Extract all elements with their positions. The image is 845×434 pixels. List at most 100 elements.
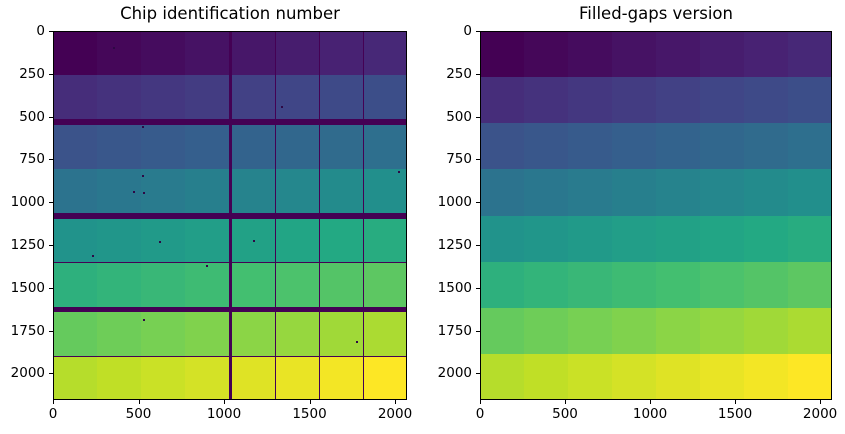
x-tick-label: 500 — [125, 406, 152, 422]
chip-cell — [744, 215, 789, 263]
x-tick-mark — [820, 400, 822, 404]
chip-cell — [480, 307, 525, 355]
chip-cell — [612, 353, 657, 400]
defect-pixel — [253, 239, 255, 242]
chip-cell — [363, 356, 407, 400]
chip-cell — [97, 312, 141, 357]
y-tick-mark — [476, 373, 480, 375]
defect-pixel — [91, 254, 94, 257]
y-tick-mark — [49, 287, 53, 289]
chip-cell — [231, 356, 276, 400]
chip-cell — [612, 215, 657, 263]
chip-cell — [231, 169, 276, 213]
chip-cell — [319, 356, 364, 400]
chip-cell — [97, 262, 141, 307]
chip-cell — [97, 356, 141, 400]
y-tick-mark — [49, 73, 53, 75]
left-plot-title: Chip identification number — [120, 4, 340, 23]
x-tick-mark — [138, 400, 140, 404]
chip-cell — [524, 353, 569, 400]
chip-cell — [788, 31, 832, 78]
chip-cell — [524, 215, 569, 263]
chip-cell — [53, 218, 97, 263]
x-tick-mark — [650, 400, 652, 404]
chip-cell — [656, 31, 701, 78]
y-tick-mark — [49, 31, 53, 32]
chip-cell — [185, 356, 229, 400]
x-tick-mark — [309, 400, 311, 404]
y-tick-label: 250 — [19, 65, 45, 82]
chip-cell — [700, 169, 745, 216]
right-plot: Filled-gaps version 0 500 1000 1500 2000 0 250… — [438, 4, 838, 422]
chip-cell — [744, 307, 789, 355]
defect-pixel — [142, 318, 145, 321]
defect-pixel — [280, 105, 283, 108]
chip-cell — [231, 262, 276, 307]
y-tick-label: 1750 — [10, 322, 45, 339]
x-tick-mark — [224, 400, 225, 404]
chip-cell — [656, 123, 701, 170]
chip-cell — [53, 356, 97, 400]
y-tick-label: 1000 — [10, 194, 45, 211]
chip-cell — [612, 31, 657, 78]
chip-cell — [231, 75, 276, 120]
defect-pixel — [205, 264, 208, 267]
chip-cell — [524, 123, 569, 170]
chip-cell — [700, 123, 745, 170]
chip-cell — [568, 307, 613, 355]
chip-cell — [612, 169, 657, 216]
chip-cell — [480, 169, 525, 216]
chip-cell — [480, 31, 525, 78]
y-tick-mark — [49, 202, 53, 204]
chip-cell — [612, 261, 657, 309]
y-tick-mark — [49, 116, 53, 118]
chip-cell — [185, 169, 229, 213]
chip-cell — [275, 75, 320, 120]
y-tick-mark — [476, 159, 480, 161]
chip-cell — [744, 353, 789, 400]
chip-cell — [656, 307, 701, 355]
chip-cell — [656, 169, 701, 216]
chip-cell — [141, 218, 185, 263]
chip-cell — [275, 312, 320, 357]
chip-cell — [363, 312, 407, 357]
x-tick-label: 0 — [475, 406, 485, 422]
x-tick-label: 1000 — [632, 406, 668, 422]
chip-cell — [700, 31, 745, 78]
chip-cell — [53, 31, 97, 75]
defect-pixel — [398, 170, 401, 173]
chip-cell — [788, 353, 832, 400]
chip-cell — [185, 124, 229, 169]
right-plot-title: Filled-gaps version — [579, 4, 733, 23]
x-tick-label: 1500 — [717, 406, 753, 422]
y-tick-mark — [476, 245, 480, 247]
chip-cell — [363, 218, 407, 263]
chip-cell — [97, 218, 141, 263]
chip-cell — [744, 31, 789, 78]
defect-pixel — [112, 46, 115, 49]
chip-cell — [319, 31, 364, 75]
y-tick-label: 1250 — [437, 237, 472, 254]
y-tick-label: 750 — [19, 151, 45, 168]
y-tick-label: 1750 — [437, 322, 472, 339]
chip-cell — [480, 215, 525, 263]
chip-cell — [275, 169, 320, 213]
chip-cell — [480, 261, 525, 309]
chip-cell — [480, 353, 525, 400]
chip-cell — [700, 353, 745, 400]
y-tick-mark — [49, 159, 53, 161]
chip-cell — [524, 307, 569, 355]
chip-cell — [524, 31, 569, 78]
defect-pixel — [142, 191, 145, 194]
chip-cell — [744, 77, 789, 124]
chip-cell — [612, 307, 657, 355]
chip-cell — [141, 312, 185, 357]
x-tick-label: 2000 — [802, 406, 838, 422]
chip-cell — [97, 75, 141, 120]
y-tick-label: 750 — [446, 151, 472, 168]
chip-cell — [568, 31, 613, 78]
chip-cell — [568, 169, 613, 216]
chip-cell — [788, 169, 832, 216]
chip-cell — [275, 262, 320, 307]
